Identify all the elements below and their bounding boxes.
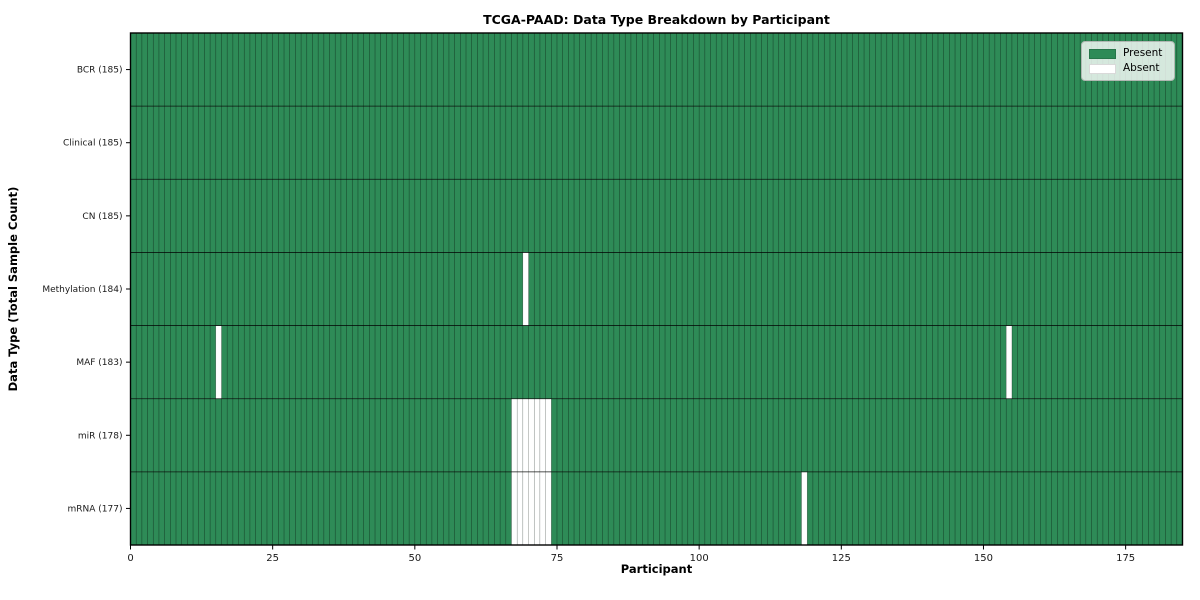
x-tick-label-75: 75 <box>551 553 564 564</box>
absent-cell-mrna-68 <box>516 471 524 546</box>
x-tick-label-25: 25 <box>266 553 279 564</box>
heatmap-grid <box>129 32 1184 546</box>
x-tick-label-100: 100 <box>690 553 709 564</box>
axes: 0 25 50 75 100 125 150 175 BCR (185) Clinical (18… <box>42 66 1135 564</box>
absent-cell-mrna-73 <box>545 471 552 546</box>
x-axis-label: Participant <box>621 562 693 576</box>
y-tick-label-clinical: Clinical (185) <box>63 139 123 149</box>
absent-cell-mrna-69 <box>522 471 529 546</box>
row-mir <box>130 398 1183 472</box>
absent-cell-methylation-69 <box>522 252 529 326</box>
y-tick-label-bcr: BCR (185) <box>77 66 123 76</box>
legend: Present Absent <box>1081 41 1175 81</box>
chart-title: TCGA-PAAD: Data Type Breakdown by Partic… <box>483 12 830 27</box>
absent-cell-mrna-70 <box>528 471 535 546</box>
y-axis-label: Data Type (Total Sample Count) <box>6 187 20 392</box>
row-cn <box>130 179 1183 253</box>
y-tick-label-methylation: Methylation (184) <box>42 285 122 295</box>
x-tick-label-125: 125 <box>832 553 851 564</box>
absent-cell-maf-15 <box>215 325 222 399</box>
x-tick-label-150: 150 <box>974 553 993 564</box>
legend-item-present: Present <box>1089 47 1167 60</box>
row-bcr <box>130 33 1183 107</box>
y-tick-label-cn: CN (185) <box>82 212 122 222</box>
row-mrna <box>130 471 1183 545</box>
absent-cell-mir-70 <box>528 398 535 473</box>
row-methylation <box>130 252 1183 326</box>
row-clinical <box>130 106 1183 180</box>
absent-cell-maf-154 <box>1005 325 1013 399</box>
absent-cell-mrna-67 <box>511 471 518 546</box>
legend-swatch-present-icon <box>1089 48 1116 59</box>
x-tick-label-0: 0 <box>127 553 133 564</box>
legend-swatch-absent-icon <box>1089 63 1116 74</box>
absent-cell-mir-67 <box>511 398 518 473</box>
absent-cell-mir-72 <box>539 398 546 473</box>
absent-cell-mir-73 <box>545 398 552 473</box>
x-tick-label-50: 50 <box>408 553 421 564</box>
y-tick-label-mrna: mRNA (177) <box>68 504 123 514</box>
y-tick-label-maf: MAF (183) <box>76 358 122 368</box>
legend-label-present: Present <box>1123 47 1163 59</box>
absent-cell-mrna-71 <box>533 471 541 546</box>
absent-cell-mir-69 <box>522 398 529 473</box>
y-tick-label-mir: miR (178) <box>78 431 123 441</box>
x-tick-label-175: 175 <box>1116 553 1135 564</box>
legend-item-absent: Absent <box>1089 62 1167 75</box>
absent-cell-mrna-118 <box>801 471 808 546</box>
absent-cell-mir-71 <box>533 398 541 473</box>
absent-cell-mir-68 <box>516 398 524 473</box>
legend-label-absent: Absent <box>1123 62 1160 74</box>
row-maf <box>130 325 1183 399</box>
absent-cell-mrna-72 <box>539 471 546 546</box>
